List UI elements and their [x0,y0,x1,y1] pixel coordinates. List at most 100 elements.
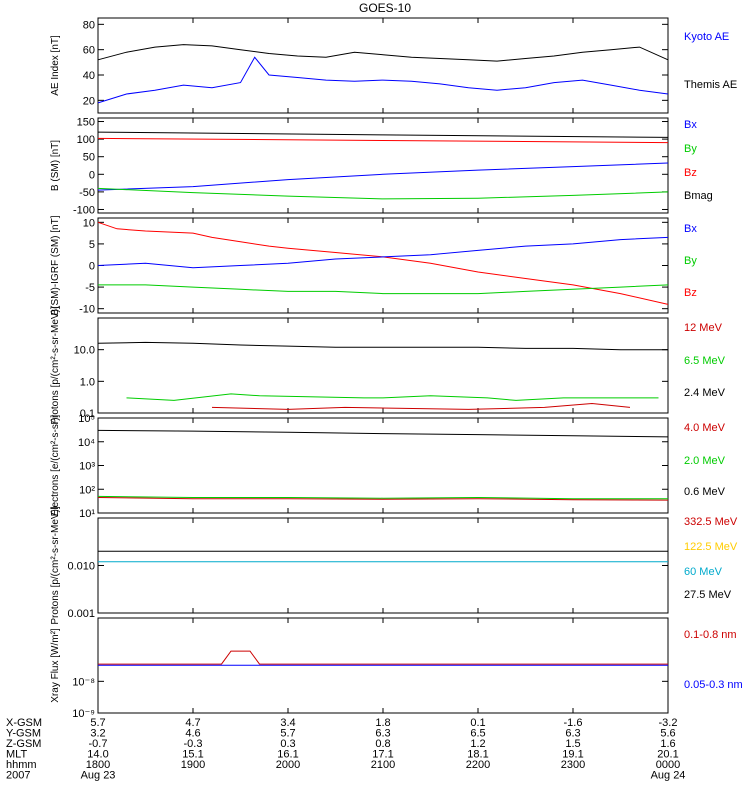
series-line-by [98,284,669,295]
series-line-themis-ae [97,56,669,104]
y-tick-label: 10.0 [74,345,95,357]
series-line-bx [97,236,669,269]
series-line-bmag [97,131,669,138]
legend-entry: 2.4 MeV [684,387,726,399]
ephemeris-row-label: hhmm [6,759,37,771]
y-tick-label: 1.0 [80,376,95,388]
series-line-4-0-mev [97,497,669,501]
ephemeris-table: X-GSM 5.7 4.7 3.4 1.8 0.1 -1.6 -3.2 Y-GSM 3.2 4.6 5… [6,717,685,782]
legend-entry: Bmag [684,190,713,202]
panel-frame [97,317,669,414]
ephemeris-value: 15.1 [182,749,203,761]
y-tick-label: 10⁻⁹ [72,708,95,720]
ephemeris-value: 6.5 [470,728,485,740]
ephemeris-value: 0.8 [375,738,390,750]
ephemeris-value: 1.5 [565,738,580,750]
ephemeris-value: 3.2 [90,728,105,740]
series-line-bx [97,162,669,191]
y-tick-label: 20 [83,95,95,107]
series-line-0-6-mev [97,429,669,438]
ephemeris-row-label: MLT [6,749,27,761]
y-tick-label: 0.001 [67,608,95,620]
ephemeris-value: 2200 [466,759,490,771]
y-tick-label: 10³ [79,461,95,473]
ephemeris-value: 5.7 [280,728,295,740]
legend-entry: Bz [684,287,697,299]
legend-entry: 0.05-0.3 nm [684,679,743,691]
ephemeris-value: 2000 [276,759,300,771]
legend-entry: 12 MeV [684,322,723,334]
y-tick-label: 10⁵ [78,413,95,425]
ephemeris-value: 16.1 [277,749,298,761]
y-tick-label: -5 [85,282,95,294]
ephemeris-value: 20.1 [657,749,678,761]
panel-7: 10⁻⁹ 10⁻⁸ Xray Flux [W/m²] 0.1-0.8 nm 0.05-0… [50,617,743,720]
legend-entry: Themis AE [684,79,737,91]
ephemeris-value: 1900 [181,759,205,771]
legend-entry: 2.0 MeV [684,455,726,467]
y-tick-label: 5 [89,239,95,251]
ephemeris-value: Aug 23 [81,770,116,782]
panel-3: -10 -5 0 5 10 B(SM)-IGRF (SM) [nT] Bx By Bz [50,215,697,315]
y-tick-label: 10 [83,217,95,229]
series-line-6-5-mev [126,393,659,401]
panel-2: -100 -50 0 50 100 150 B (SM) [nT] Bx By Bz Bmag [50,117,713,217]
ephemeris-value: 4.6 [185,728,200,740]
ephemeris-row-label: Y-GSM [6,728,41,740]
ephemeris-value: 2100 [371,759,395,771]
legend-entry: Bz [684,167,697,179]
series-line-bz [97,221,669,305]
series-line-12-mev [211,402,631,410]
ephemeris-value: 1800 [86,759,110,771]
y-tick-label: 40 [83,70,95,82]
ephemeris-value: -0.3 [184,738,203,750]
y-tick-label: 60 [83,45,95,57]
y-tick-label: -100 [73,204,95,216]
panel-6: 0.001 0.010 Protons [p/(cm²-s-sr-MeV)] 332.… [50,506,738,625]
y-tick-label: 150 [77,117,95,129]
panel-1: 20 40 60 80 AE Index [nT] Kyoto AE Themis AE [50,17,737,114]
ephemeris-value: Aug 24 [651,770,686,782]
chart-title: GOES-10 [359,1,411,15]
ephemeris-value: 19.1 [562,749,583,761]
ephemeris-value: 6.3 [375,728,390,740]
y-tick-label: 10¹ [79,508,95,520]
ephemeris-value: 1.6 [660,738,675,750]
series-line-by [97,187,669,200]
legend-entry: 4.0 MeV [684,422,726,434]
y-tick-label: 50 [83,152,95,164]
legend-entry: 332.5 MeV [684,516,738,528]
ephemeris-value: 0.1 [470,717,485,729]
legend-entry: By [684,143,697,155]
legend-entry: 122.5 MeV [684,541,738,553]
y-tick-label: 0 [89,261,95,273]
series-line-2-0-mev [97,495,668,500]
y-tick-label: -10 [79,304,95,316]
y-tick-label: 10² [79,484,95,496]
y-tick-label: 10⁴ [78,437,95,449]
ephemeris-value: -1.6 [564,717,583,729]
series-line-0-1-0-8-nm [98,650,668,665]
legend-entry: 0.1-0.8 nm [684,629,737,641]
legend-entry: Bx [684,223,697,235]
ephemeris-value: 14.0 [87,749,108,761]
legend-entry: By [684,255,697,267]
ephemeris-value: -0.7 [89,738,108,750]
ephemeris-row-label: 2007 [6,770,30,782]
y-axis-label: AE Index [nT] [50,35,61,96]
legend-entry: 60 MeV [684,566,723,578]
legend-entry: 6.5 MeV [684,355,726,367]
ephemeris-value: 17.1 [372,749,393,761]
y-axis-label: Electrons [e/(cm²-s-sr)] [50,414,61,516]
y-tick-label: 100 [77,134,95,146]
ephemeris-value: 5.6 [660,728,675,740]
ephemeris-value: 6.3 [565,728,580,740]
legend-entry: Kyoto AE [684,31,729,43]
ephemeris-row-label: Z-GSM [6,738,41,750]
y-tick-label: 80 [83,19,95,31]
y-tick-label: 0.010 [67,561,95,573]
y-axis-label: B (SM) [nT] [50,140,61,191]
panel-4: 0.1 1.0 10.0 Protons [p/(cm²-s-sr-MeV)] 12 M… [50,306,726,425]
y-tick-label: 10⁻⁸ [72,676,95,688]
